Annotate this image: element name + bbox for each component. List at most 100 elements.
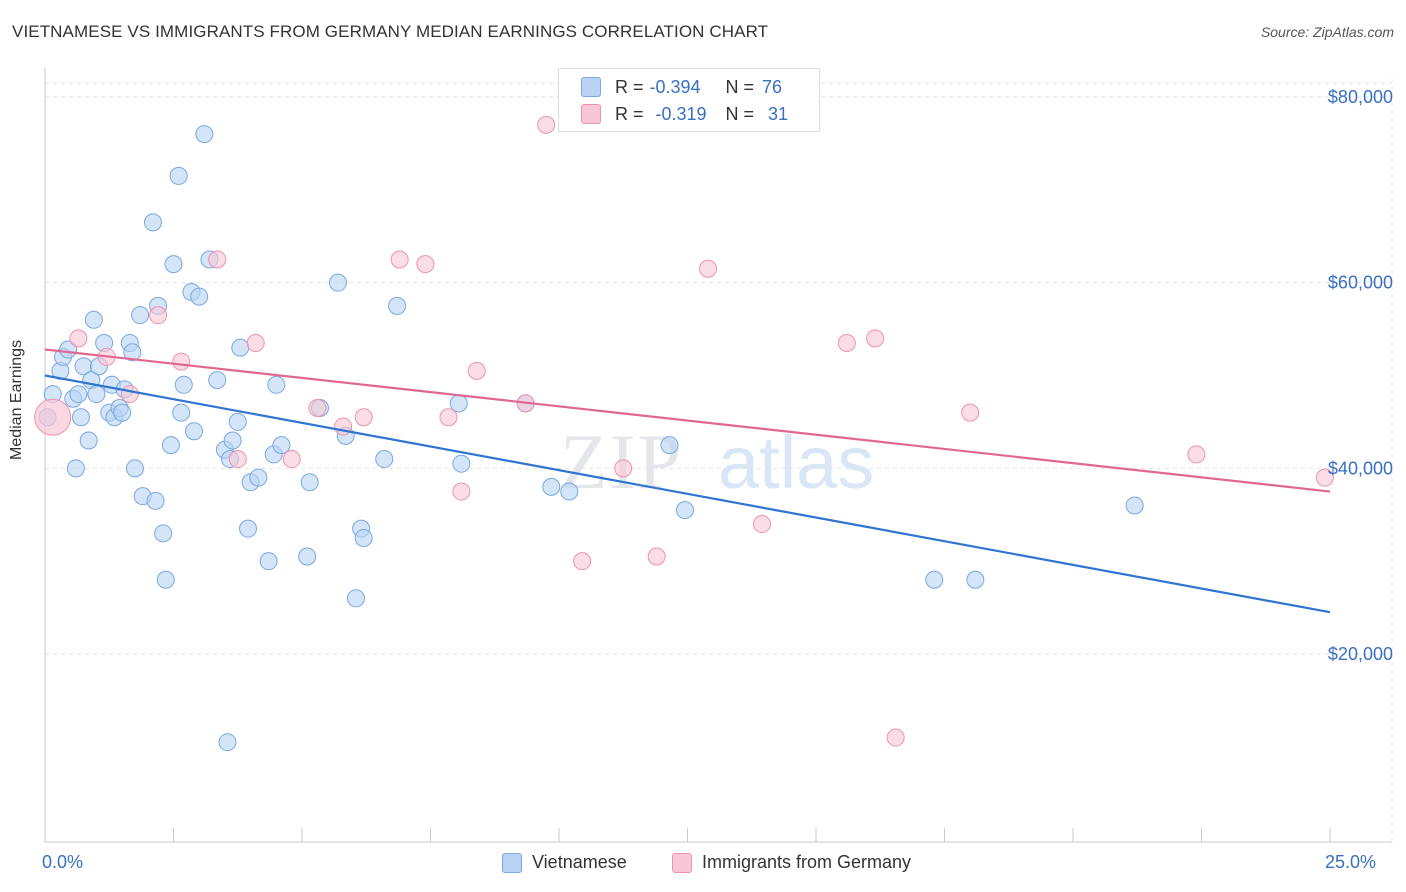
data-point-vietnamese xyxy=(354,528,373,547)
data-point-vietnamese xyxy=(113,403,132,422)
legend-r-value: -0.394 xyxy=(649,76,701,97)
data-point-germany xyxy=(647,547,666,566)
data-point-vietnamese xyxy=(452,454,471,473)
data-point-germany xyxy=(573,552,592,571)
data-point-germany xyxy=(282,450,301,469)
legend-n-value: 31 xyxy=(768,103,789,124)
data-point-germany xyxy=(537,115,556,134)
data-point-vietnamese xyxy=(156,570,175,589)
data-point-germany xyxy=(34,398,72,436)
legend-n-value: 76 xyxy=(762,76,783,97)
legend-r-value: -0.319 xyxy=(655,103,707,124)
data-point-vietnamese xyxy=(164,255,183,274)
data-point-vietnamese xyxy=(71,408,90,427)
data-point-vietnamese xyxy=(218,733,237,752)
data-point-vietnamese xyxy=(328,273,347,292)
trend-line-germany xyxy=(44,348,1331,493)
data-point-vietnamese xyxy=(190,287,209,306)
data-point-vietnamese xyxy=(59,340,78,359)
data-point-vietnamese xyxy=(259,552,278,571)
series-legend-label: Vietnamese xyxy=(532,852,627,872)
data-point-vietnamese xyxy=(1125,496,1144,515)
legend-row-vietnamese: R = -0.394 N = 76 xyxy=(581,74,782,100)
trend-lines xyxy=(44,348,1331,614)
trend-line-vietnamese xyxy=(44,374,1331,614)
y-tick-label: $40,000 xyxy=(1328,458,1393,478)
data-point-vietnamese xyxy=(174,375,193,394)
data-point-vietnamese xyxy=(169,166,188,185)
x-tick-label-min: 0.0% xyxy=(42,852,84,872)
data-point-germany xyxy=(699,259,718,278)
data-point-vietnamese xyxy=(267,375,286,394)
data-point-vietnamese xyxy=(375,450,394,469)
data-point-vietnamese xyxy=(69,385,88,404)
data-points xyxy=(34,115,1334,752)
data-point-germany xyxy=(1315,468,1334,487)
data-point-vietnamese xyxy=(66,459,85,478)
data-point-vietnamese xyxy=(208,371,227,390)
data-point-vietnamese xyxy=(675,501,694,520)
data-point-vietnamese xyxy=(84,310,103,329)
y-tick-label: $20,000 xyxy=(1328,644,1393,664)
data-point-germany xyxy=(439,408,458,427)
data-point-germany xyxy=(416,255,435,274)
data-point-vietnamese xyxy=(300,473,319,492)
chart-source: Source: ZipAtlas.com xyxy=(1260,24,1394,40)
data-point-germany xyxy=(172,352,191,371)
data-point-germany xyxy=(149,306,168,325)
data-point-vietnamese xyxy=(346,589,365,608)
y-tick-label: $80,000 xyxy=(1328,87,1393,107)
legend-swatch-blue xyxy=(581,77,601,97)
data-point-vietnamese xyxy=(143,213,162,232)
data-point-vietnamese xyxy=(87,385,106,404)
data-point-germany xyxy=(390,250,409,269)
legend-swatch-pink xyxy=(581,104,601,124)
data-point-germany xyxy=(354,408,373,427)
data-point-vietnamese xyxy=(239,519,258,538)
data-point-vietnamese xyxy=(231,338,250,357)
y-tick-label: $60,000 xyxy=(1328,273,1393,293)
data-point-germany xyxy=(452,482,471,501)
series-legend-vietnamese: Vietnamese xyxy=(502,852,627,873)
watermark: ZIP atlas xyxy=(560,418,874,505)
x-tick-label-max: 25.0% xyxy=(1325,852,1377,872)
data-point-germany xyxy=(228,450,247,469)
data-point-vietnamese xyxy=(79,431,98,450)
data-point-vietnamese xyxy=(195,125,214,144)
data-point-vietnamese xyxy=(123,343,142,362)
legend-r-label: R = xyxy=(615,76,644,97)
axes xyxy=(44,68,1392,843)
data-point-vietnamese xyxy=(154,524,173,543)
data-point-vietnamese xyxy=(228,412,247,431)
data-point-vietnamese xyxy=(560,482,579,501)
data-point-vietnamese xyxy=(272,436,291,455)
series-swatch-pink xyxy=(672,852,692,873)
data-point-vietnamese xyxy=(660,436,679,455)
y-tick-labels: $20,000 $40,000 $60,000 $80,000 xyxy=(1328,87,1393,664)
data-point-germany xyxy=(866,329,885,348)
data-point-vietnamese xyxy=(161,436,180,455)
legend-r-label: R = xyxy=(615,103,644,124)
data-point-vietnamese xyxy=(388,296,407,315)
data-point-germany xyxy=(614,459,633,478)
data-point-germany xyxy=(837,334,856,353)
data-point-germany xyxy=(753,515,772,534)
series-swatch-blue xyxy=(502,852,522,873)
watermark-atlas: atlas xyxy=(718,421,874,504)
data-point-vietnamese xyxy=(925,570,944,589)
series-legend-germany: Immigrants from Germany xyxy=(672,852,911,873)
legend-n-label: N = xyxy=(725,103,755,124)
data-point-vietnamese xyxy=(449,394,468,413)
data-point-vietnamese xyxy=(249,468,268,487)
legend-row-germany: R = -0.319 N = 31 xyxy=(581,101,788,127)
data-point-vietnamese xyxy=(131,306,150,325)
data-point-germany xyxy=(308,398,327,417)
data-point-vietnamese xyxy=(172,403,191,422)
data-point-germany xyxy=(961,403,980,422)
data-point-germany xyxy=(120,385,139,404)
series-legend-label: Immigrants from Germany xyxy=(702,852,912,872)
legend-n-label: N = xyxy=(725,76,755,97)
data-point-vietnamese xyxy=(298,547,317,566)
data-point-vietnamese xyxy=(542,477,561,496)
